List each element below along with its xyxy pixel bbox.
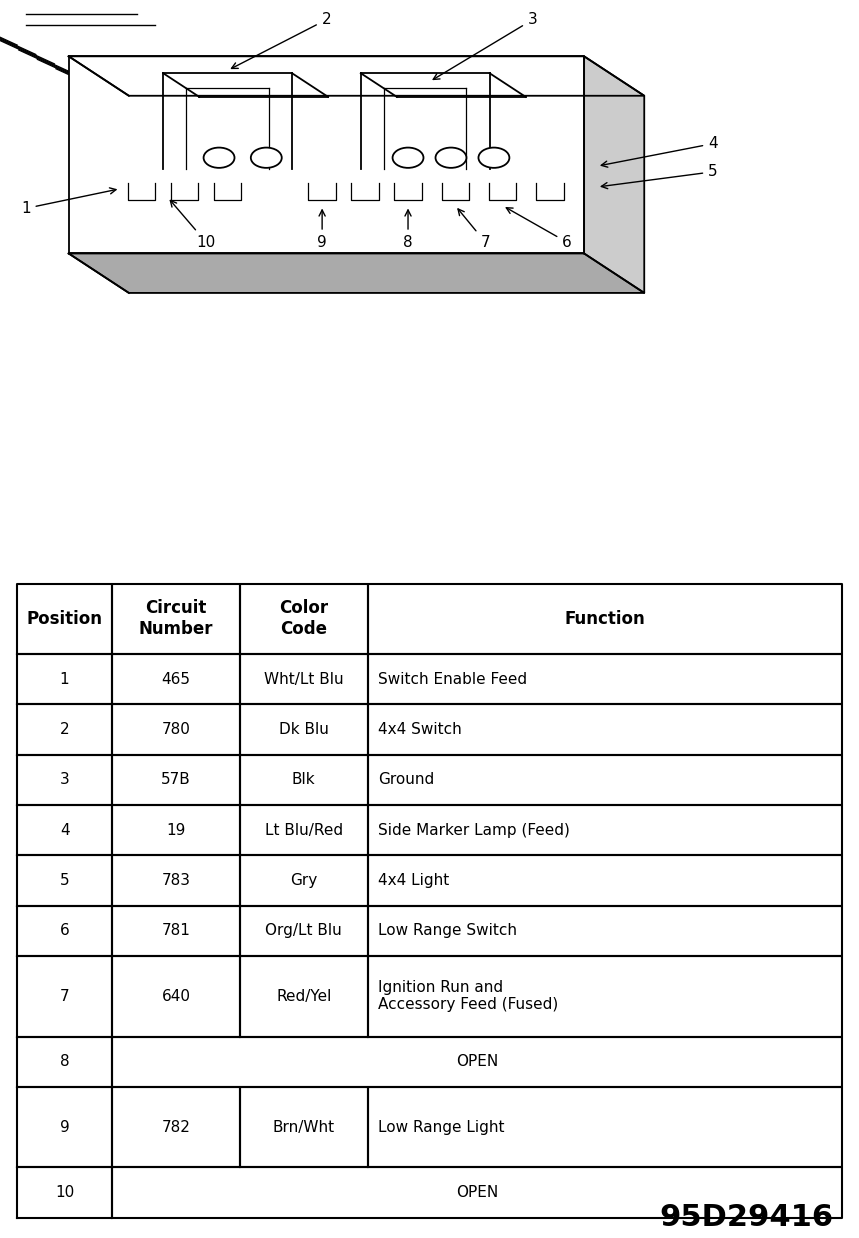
Circle shape [204, 147, 235, 168]
Text: 4x4 Switch: 4x4 Switch [378, 722, 461, 737]
Text: Ground: Ground [378, 773, 434, 787]
Text: 9: 9 [317, 210, 327, 250]
Text: Ignition Run and
Accessory Feed (Fused): Ignition Run and Accessory Feed (Fused) [378, 980, 558, 1013]
Polygon shape [584, 56, 644, 293]
Text: 10: 10 [55, 1185, 74, 1200]
Text: 2: 2 [231, 12, 332, 68]
Text: Color
Code: Color Code [279, 599, 328, 638]
Text: Blk: Blk [292, 773, 315, 787]
Text: 1: 1 [60, 672, 70, 687]
Circle shape [251, 147, 282, 168]
Text: 4: 4 [60, 823, 70, 838]
Text: Position: Position [27, 610, 102, 628]
Text: 781: 781 [161, 924, 191, 938]
Text: Wht/Lt Blu: Wht/Lt Blu [264, 672, 344, 687]
Text: 3: 3 [60, 773, 70, 787]
Polygon shape [69, 56, 584, 254]
Text: 9: 9 [60, 1119, 70, 1135]
Text: 2: 2 [60, 722, 70, 737]
Text: 6: 6 [506, 208, 572, 250]
Text: Brn/Wht: Brn/Wht [272, 1119, 335, 1135]
Text: OPEN: OPEN [456, 1185, 498, 1200]
Text: 4x4 Light: 4x4 Light [378, 873, 449, 888]
Text: Side Marker Lamp (Feed): Side Marker Lamp (Feed) [378, 823, 570, 838]
Text: 8: 8 [403, 210, 413, 250]
Polygon shape [69, 56, 644, 95]
Text: Switch Enable Feed: Switch Enable Feed [378, 672, 527, 687]
Text: 780: 780 [161, 722, 191, 737]
Text: Low Range Switch: Low Range Switch [378, 924, 517, 938]
Text: 95D29416: 95D29416 [659, 1203, 833, 1232]
Text: 10: 10 [170, 201, 216, 250]
Polygon shape [69, 254, 644, 293]
Text: Org/Lt Blu: Org/Lt Blu [265, 924, 342, 938]
Text: Circuit
Number: Circuit Number [138, 599, 213, 638]
Text: 7: 7 [60, 989, 70, 1004]
Text: 465: 465 [161, 672, 191, 687]
Text: 782: 782 [161, 1119, 191, 1135]
Text: 6: 6 [60, 924, 70, 938]
Text: 1: 1 [21, 188, 116, 215]
Text: OPEN: OPEN [456, 1055, 498, 1070]
Text: Lt Blu/Red: Lt Blu/Red [265, 823, 343, 838]
Text: 19: 19 [167, 823, 186, 838]
Circle shape [436, 147, 466, 168]
Text: Gry: Gry [290, 873, 317, 888]
Text: 8: 8 [60, 1055, 70, 1070]
Circle shape [393, 147, 423, 168]
Text: 5: 5 [601, 165, 718, 188]
Text: 5: 5 [60, 873, 70, 888]
Text: Dk Blu: Dk Blu [279, 722, 329, 737]
Text: 3: 3 [433, 12, 538, 79]
Text: 783: 783 [161, 873, 191, 888]
Text: Red/Yel: Red/Yel [276, 989, 332, 1004]
Text: 7: 7 [458, 209, 490, 250]
Text: 57B: 57B [161, 773, 191, 787]
Text: Function: Function [564, 610, 645, 628]
Text: 4: 4 [601, 136, 718, 167]
Text: 640: 640 [161, 989, 191, 1004]
Circle shape [478, 147, 509, 168]
Text: Low Range Light: Low Range Light [378, 1119, 504, 1135]
